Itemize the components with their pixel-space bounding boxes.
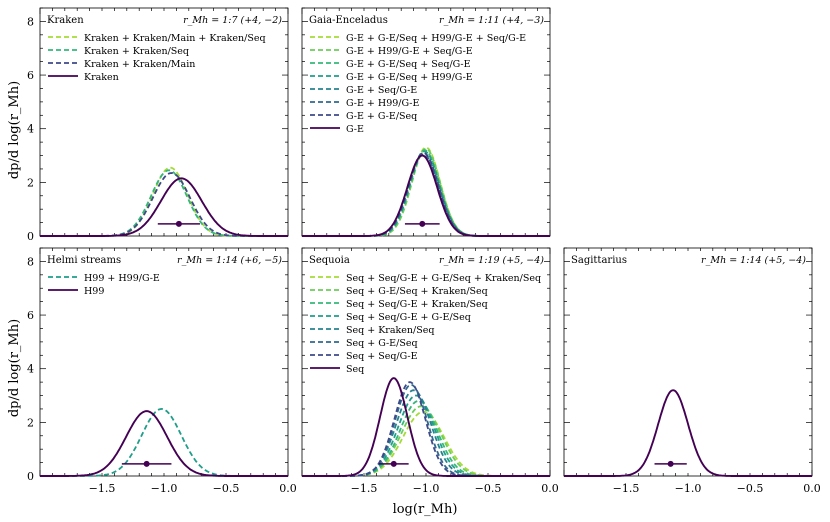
legend-label: G-E + H99/G-E + Seq/G-E (346, 46, 473, 57)
median-point (667, 460, 674, 467)
series-line-0 (40, 407, 288, 477)
series-line-2 (302, 149, 550, 237)
panel-3: −1.5 −1.0 −0.5 0.0 Sequoia r_Mh = 1:19 (+5, −… (301, 247, 559, 495)
ratio-label: r_Mh = 1:11 (+4, −3) (439, 15, 544, 26)
legend-label: G-E + G-E/Seq (346, 111, 417, 122)
y-tick-label: 2 (27, 416, 34, 429)
y-tick-label: 8 (27, 15, 34, 28)
x-tick-label: 0.0 (279, 482, 297, 495)
legend-label: Seq + Seq/G-E (346, 351, 418, 362)
series-line-2 (40, 172, 288, 237)
legend-label: G-E + G-E/Seq + Seq/G-E (346, 59, 471, 70)
y-tick-label: 4 (27, 363, 34, 376)
x-tick-label: −1.0 (413, 482, 440, 495)
x-axis-label: log(r_Mh) (393, 502, 458, 517)
legend-label: Kraken + Kraken/Main (84, 59, 195, 70)
panel-title: Kraken (47, 15, 84, 26)
legend-label: Kraken (84, 72, 119, 83)
panel-1: Gaia-Enceladus r_Mh = 1:11 (+4, −3) G-E + … (301, 7, 551, 237)
legend-label: G-E + Seq/G-E (346, 85, 417, 96)
ratio-label: r_Mh = 1:14 (+5, −4) (701, 255, 806, 266)
median-point (419, 220, 426, 227)
panel-title: Gaia-Enceladus (309, 15, 388, 26)
panel-frame (563, 247, 813, 477)
y-tick-label: 8 (27, 255, 34, 268)
series-line-1 (40, 169, 288, 237)
panel-0: 0 2 4 6 8 Kraken r_Mh = 1:7 (+4, −2) Kraken + K… (27, 7, 289, 243)
y-tick-label: 4 (27, 123, 34, 136)
median-point (390, 460, 397, 467)
legend-label: Kraken + Kraken/Main + Kraken/Seq (84, 33, 266, 44)
y-axis-label-top: dp/d log(r_Mh) (7, 81, 22, 179)
panel-title: Sequoia (309, 255, 350, 266)
y-axis-label-bottom: dp/d log(r_Mh) (7, 319, 22, 417)
y-tick-label: 2 (27, 176, 34, 189)
ratio-label: r_Mh = 1:7 (+4, −2) (183, 15, 282, 26)
series-line-5 (302, 383, 550, 477)
x-tick-label: −1.5 (351, 482, 378, 495)
x-tick-label: −1.0 (675, 482, 702, 495)
x-tick-label: −0.5 (475, 482, 502, 495)
series-line-6 (302, 381, 550, 477)
legend-label: G-E (346, 124, 364, 135)
y-tick-label: 0 (27, 470, 34, 483)
panel-2: 0 2 4 6 8 −1.5 −1.0 −0.5 0.0 Helmi streams r_Mh = … (27, 247, 297, 495)
series-line-4 (302, 389, 550, 477)
median-point (175, 220, 182, 227)
legend-label: G-E + G-E/Seq + H99/G-E + Seq/G-E (346, 33, 526, 44)
legend-label: G-E + G-E/Seq + H99/G-E (346, 72, 473, 83)
legend-label: Kraken + Kraken/Seq (84, 46, 189, 57)
panel-4: −1.5 −1.0 −0.5 0.0 Sagittarius r_Mh = 1:14 (+… (563, 247, 821, 495)
ratio-label: r_Mh = 1:19 (+5, −4) (439, 255, 544, 266)
legend-label: Seq + G-E/Seq + Kraken/Seq (346, 286, 488, 297)
legend-label: G-E + H99/G-E (346, 98, 419, 109)
x-tick-label: −1.5 (613, 482, 640, 495)
median-point (143, 460, 150, 467)
series-line-7 (302, 377, 550, 477)
y-tick-label: 6 (27, 69, 34, 82)
legend-label: H99 (84, 286, 104, 297)
legend-label: Seq + Kraken/Seq (346, 325, 434, 336)
series-line-0 (302, 146, 550, 237)
series-line-3 (40, 177, 288, 237)
series-line-0 (564, 389, 812, 477)
panel-title: Sagittarius (571, 255, 627, 266)
legend-label: Seq + Seq/G-E + G-E/Seq (346, 312, 471, 323)
legend-label: Seq + G-E/Seq (346, 338, 418, 349)
x-tick-label: −0.5 (213, 482, 240, 495)
x-tick-label: −1.0 (151, 482, 178, 495)
series-line-1 (40, 410, 288, 477)
y-tick-label: 6 (27, 309, 34, 322)
legend-label: Seq (346, 364, 364, 375)
x-tick-label: −1.5 (89, 482, 116, 495)
x-tick-label: 0.0 (803, 482, 821, 495)
x-tick-label: 0.0 (541, 482, 559, 495)
legend-label: Seq + Seq/G-E + G-E/Seq + Kraken/Seq (346, 273, 541, 284)
series-line-0 (302, 410, 550, 477)
series-line-1 (302, 147, 550, 237)
panel-title: Helmi streams (47, 255, 121, 266)
y-tick-label: 0 (27, 230, 34, 243)
series-line-7 (302, 154, 550, 237)
legend-label: H99 + H99/G-E (84, 273, 160, 284)
x-tick-label: −0.5 (737, 482, 764, 495)
panel-frame (39, 247, 289, 477)
legend-label: Seq + Seq/G-E + Kraken/Seq (346, 299, 488, 310)
ratio-label: r_Mh = 1:14 (+6, −5) (177, 255, 282, 266)
